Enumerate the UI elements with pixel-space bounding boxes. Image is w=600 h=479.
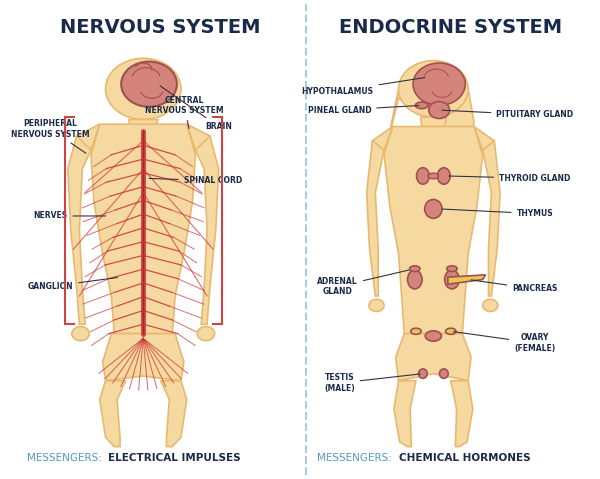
Circle shape [106,58,181,119]
Circle shape [369,299,384,311]
Polygon shape [100,381,126,446]
Circle shape [72,327,89,341]
Text: ENDOCRINE SYSTEM: ENDOCRINE SYSTEM [339,18,562,37]
Text: SPINAL CORD: SPINAL CORD [149,176,242,185]
Text: GANGLION: GANGLION [28,277,117,291]
Text: PERIPHERAL
NERVOUS SYSTEM: PERIPHERAL NERVOUS SYSTEM [11,119,90,153]
Ellipse shape [425,199,442,218]
Polygon shape [384,126,482,334]
Ellipse shape [439,369,448,378]
Polygon shape [474,126,494,155]
Text: THYROID GLAND: THYROID GLAND [449,174,571,183]
Text: HYPOTHALAMUS: HYPOTHALAMUS [302,78,425,96]
Ellipse shape [425,331,442,341]
Polygon shape [77,124,100,155]
Text: MESSENGERS:: MESSENGERS: [27,453,106,463]
Text: PITUITARY GLAND: PITUITARY GLAND [442,110,574,119]
Ellipse shape [446,328,456,334]
Polygon shape [387,70,474,145]
Ellipse shape [419,369,427,378]
Ellipse shape [416,168,430,184]
Text: PANCREAS: PANCREAS [471,280,557,294]
Text: CHEMICAL HORMONES: CHEMICAL HORMONES [398,453,530,463]
Polygon shape [451,381,473,446]
Text: NERVOUS SYSTEM: NERVOUS SYSTEM [61,18,261,37]
Text: PINEAL GLAND: PINEAL GLAND [308,105,419,114]
Polygon shape [68,136,91,324]
Circle shape [429,102,449,118]
Ellipse shape [447,266,457,272]
Circle shape [413,63,465,105]
Text: BRAIN: BRAIN [160,86,232,131]
Text: NERVES: NERVES [34,211,106,220]
Polygon shape [103,334,184,381]
Ellipse shape [410,266,420,272]
Ellipse shape [428,173,439,179]
Polygon shape [129,119,158,129]
Polygon shape [394,381,416,446]
Text: CENTRAL
NERVOUS SYSTEM: CENTRAL NERVOUS SYSTEM [145,96,223,128]
Polygon shape [196,136,218,324]
Circle shape [197,327,215,341]
Text: ADRENAL
GLAND: ADRENAL GLAND [317,269,412,297]
Text: ELECTRICAL IMPULSES: ELECTRICAL IMPULSES [109,453,241,463]
Polygon shape [367,141,384,296]
Polygon shape [421,117,446,126]
Polygon shape [187,124,210,155]
Ellipse shape [415,102,428,109]
Polygon shape [482,141,500,296]
Polygon shape [448,275,485,284]
Text: OVARY
(FEMALE): OVARY (FEMALE) [454,331,556,353]
Polygon shape [373,126,393,155]
Ellipse shape [407,270,422,289]
Circle shape [482,299,498,311]
Ellipse shape [445,270,459,289]
Polygon shape [395,334,471,381]
Polygon shape [91,124,196,334]
Ellipse shape [411,328,421,334]
Circle shape [121,62,177,107]
Text: TESTIS
(MALE): TESTIS (MALE) [324,373,420,393]
Polygon shape [161,381,187,446]
Circle shape [398,61,468,117]
Ellipse shape [437,168,450,184]
Text: THYMUS: THYMUS [442,209,553,218]
Text: MESSENGERS:: MESSENGERS: [317,453,395,463]
